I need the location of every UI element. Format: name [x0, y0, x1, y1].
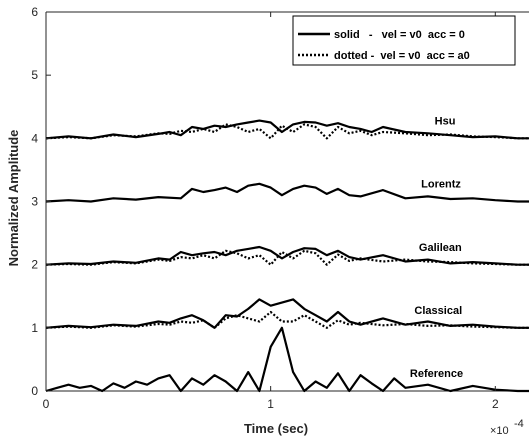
- y-tick-label: 3: [31, 195, 38, 209]
- series-line-solid-3: [45, 245, 529, 266]
- legend: solid - vel = v0 acc = 0 dotted - vel = …: [292, 15, 516, 66]
- series-line-solid-5: [45, 298, 529, 329]
- legend-entry-solid: solid - vel = v0 acc = 0: [334, 29, 465, 41]
- series-label-galilean: Galilean: [419, 242, 462, 254]
- series-line-solid-7: [45, 326, 529, 393]
- series-line-dotted-4: [45, 249, 529, 266]
- x-axis-exponent: ×10: [490, 425, 509, 437]
- x-tick-label: 1: [267, 397, 274, 411]
- series-line-solid-2: [45, 182, 529, 203]
- x-tick-label: 0: [43, 397, 50, 411]
- x-axis-exponent-power: -4: [514, 418, 524, 430]
- x-axis-label: Time (sec): [244, 421, 308, 436]
- series-labels: Hsu Lorentz Galilean Classical Reference: [410, 115, 463, 380]
- legend-box: [292, 15, 516, 66]
- series-label-reference: Reference: [410, 368, 463, 380]
- y-tick-label: 2: [31, 258, 38, 272]
- y-tick-label: 1: [31, 321, 38, 335]
- series-label-lorentz: Lorentz: [421, 179, 461, 191]
- y-axis-label: Normalized Amplitude: [6, 130, 21, 267]
- plot-area: [45, 11, 529, 392]
- series-layer: [45, 119, 529, 393]
- y-tick-label: 0: [31, 384, 38, 398]
- y-tick-label: 4: [31, 131, 38, 145]
- series-line-dotted-1: [45, 123, 529, 140]
- series-label-hsu: Hsu: [435, 115, 456, 127]
- legend-entry-dotted: dotted - vel = v0 acc = a0: [334, 50, 470, 62]
- y-tick-label: 5: [31, 68, 38, 82]
- y-tick-label: 6: [31, 5, 38, 19]
- axis-ticks: 0 1 2 3 4 5 6 0 1 2: [31, 5, 499, 411]
- series-line-dotted-6: [45, 310, 529, 329]
- x-tick-label: 2: [492, 397, 499, 411]
- series-label-classical: Classical: [414, 305, 462, 317]
